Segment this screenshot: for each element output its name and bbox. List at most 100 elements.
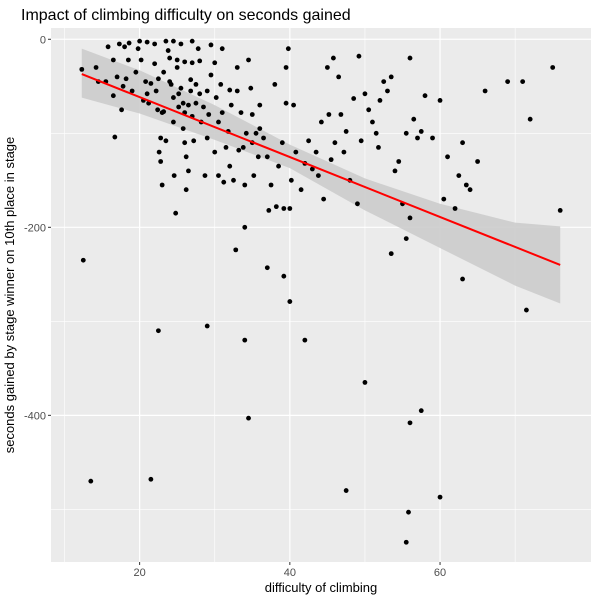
data-point <box>137 38 143 44</box>
data-point <box>385 88 390 94</box>
data-point <box>165 48 171 53</box>
data-point <box>176 91 182 97</box>
data-point <box>288 177 294 183</box>
data-point <box>221 179 227 185</box>
data-point <box>243 130 249 136</box>
data-point <box>112 134 118 140</box>
data-point <box>182 59 188 65</box>
data-point <box>266 207 272 213</box>
data-point <box>306 138 312 144</box>
plot-panel <box>51 28 591 562</box>
data-point <box>302 337 308 343</box>
data-point <box>163 38 169 44</box>
data-point <box>326 112 332 117</box>
data-point <box>313 149 319 155</box>
data-point <box>180 100 186 106</box>
data-point <box>223 144 229 150</box>
data-point <box>242 182 248 188</box>
data-point <box>138 57 144 63</box>
data-point <box>343 129 349 134</box>
data-point <box>441 196 447 202</box>
data-point <box>180 126 186 131</box>
data-point <box>373 130 379 136</box>
data-point <box>79 66 85 72</box>
data-point <box>242 337 248 343</box>
data-point <box>163 138 169 144</box>
data-point <box>231 177 236 183</box>
data-point <box>195 46 201 52</box>
data-point <box>403 236 409 241</box>
data-point <box>183 154 189 160</box>
data-point <box>114 74 120 80</box>
data-point <box>351 96 357 101</box>
data-point <box>161 109 167 115</box>
data-point <box>148 476 154 482</box>
data-point <box>283 100 289 106</box>
data-point <box>341 149 347 155</box>
data-point <box>174 57 180 63</box>
data-point <box>176 104 182 110</box>
data-point <box>411 116 417 122</box>
data-point <box>336 74 342 80</box>
data-point <box>204 88 210 94</box>
data-point <box>281 273 287 279</box>
data-point <box>452 206 458 211</box>
data-point <box>557 207 563 213</box>
data-point <box>218 82 224 87</box>
data-point <box>291 102 296 108</box>
data-point <box>144 39 150 45</box>
data-point <box>182 140 188 146</box>
data-point <box>396 159 402 164</box>
data-point <box>376 144 381 150</box>
data-point <box>309 166 315 172</box>
data-point <box>272 82 278 87</box>
data-point <box>133 69 139 75</box>
data-point <box>330 55 336 61</box>
data-point <box>144 91 150 97</box>
data-point <box>422 93 428 99</box>
data-point <box>125 57 131 63</box>
data-point <box>161 69 167 75</box>
data-point <box>174 65 180 70</box>
data-point <box>110 57 116 63</box>
data-point <box>152 41 158 47</box>
data-point <box>171 95 176 100</box>
y-axis-title: seconds gained by stage winner on 10th p… <box>2 137 17 454</box>
data-point <box>324 65 330 70</box>
data-point <box>403 539 409 545</box>
data-point <box>88 478 94 484</box>
data-point <box>550 65 556 70</box>
data-point <box>332 140 338 146</box>
data-point <box>227 163 233 169</box>
data-point <box>168 82 174 87</box>
data-point <box>356 53 362 59</box>
chart-title: Impact of climbing difficulty on seconds… <box>21 7 351 24</box>
data-point <box>463 182 469 188</box>
fit-line <box>81 73 561 266</box>
data-point <box>191 138 197 144</box>
data-point <box>257 126 263 131</box>
data-point <box>264 265 270 271</box>
data-point <box>388 74 394 80</box>
data-point <box>524 307 529 313</box>
data-point <box>143 79 149 84</box>
data-point <box>208 72 214 78</box>
data-point <box>206 112 212 117</box>
data-point <box>216 119 221 125</box>
data-point <box>171 38 176 44</box>
data-point <box>437 494 443 500</box>
data-point <box>362 380 368 385</box>
data-point <box>430 135 435 141</box>
data-point <box>248 85 254 91</box>
data-point <box>276 163 281 169</box>
data-point <box>188 77 194 83</box>
data-point <box>208 42 214 48</box>
data-point <box>167 55 173 61</box>
y-tick-label: -400 <box>24 410 46 422</box>
data-point <box>505 79 511 84</box>
data-point <box>197 58 203 64</box>
data-point <box>520 79 526 84</box>
data-point <box>201 104 206 110</box>
data-point <box>171 119 176 125</box>
y-axis: 0 -200 -400 <box>24 34 51 422</box>
